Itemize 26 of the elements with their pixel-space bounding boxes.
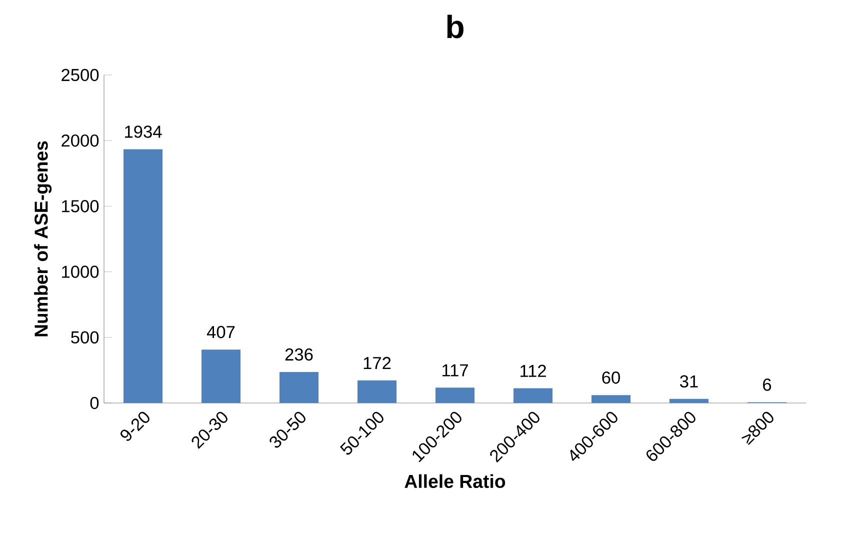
data-label: 1934 [125,126,162,138]
y-tick-label: 1000 [62,266,99,278]
y-axis-title: Number of ASE-genes [34,141,52,336]
data-label: 6 [763,378,772,391]
bar [124,149,163,403]
y-tick-label: 0 [90,396,99,410]
y-tick-label: 500 [71,331,99,344]
data-label: 60 [602,371,620,384]
y-tick-label: 2000 [62,134,99,147]
bar [358,380,397,403]
data-label: 112 [520,364,546,377]
bar [514,388,552,403]
data-label: 172 [364,356,391,370]
bar [280,372,319,403]
data-label: 407 [206,326,235,338]
data-label: 31 [680,375,698,388]
x-axis-title: Allele Ratio [404,474,506,488]
y-tick-label: 2500 [62,68,99,82]
bar [669,398,708,403]
y-tick-label: 1500 [62,200,99,212]
chart-title: b [447,14,464,38]
data-label: 117 [442,364,468,376]
bar [436,388,474,403]
bar [202,350,241,403]
bar [592,395,630,403]
data-label: 236 [285,348,313,361]
